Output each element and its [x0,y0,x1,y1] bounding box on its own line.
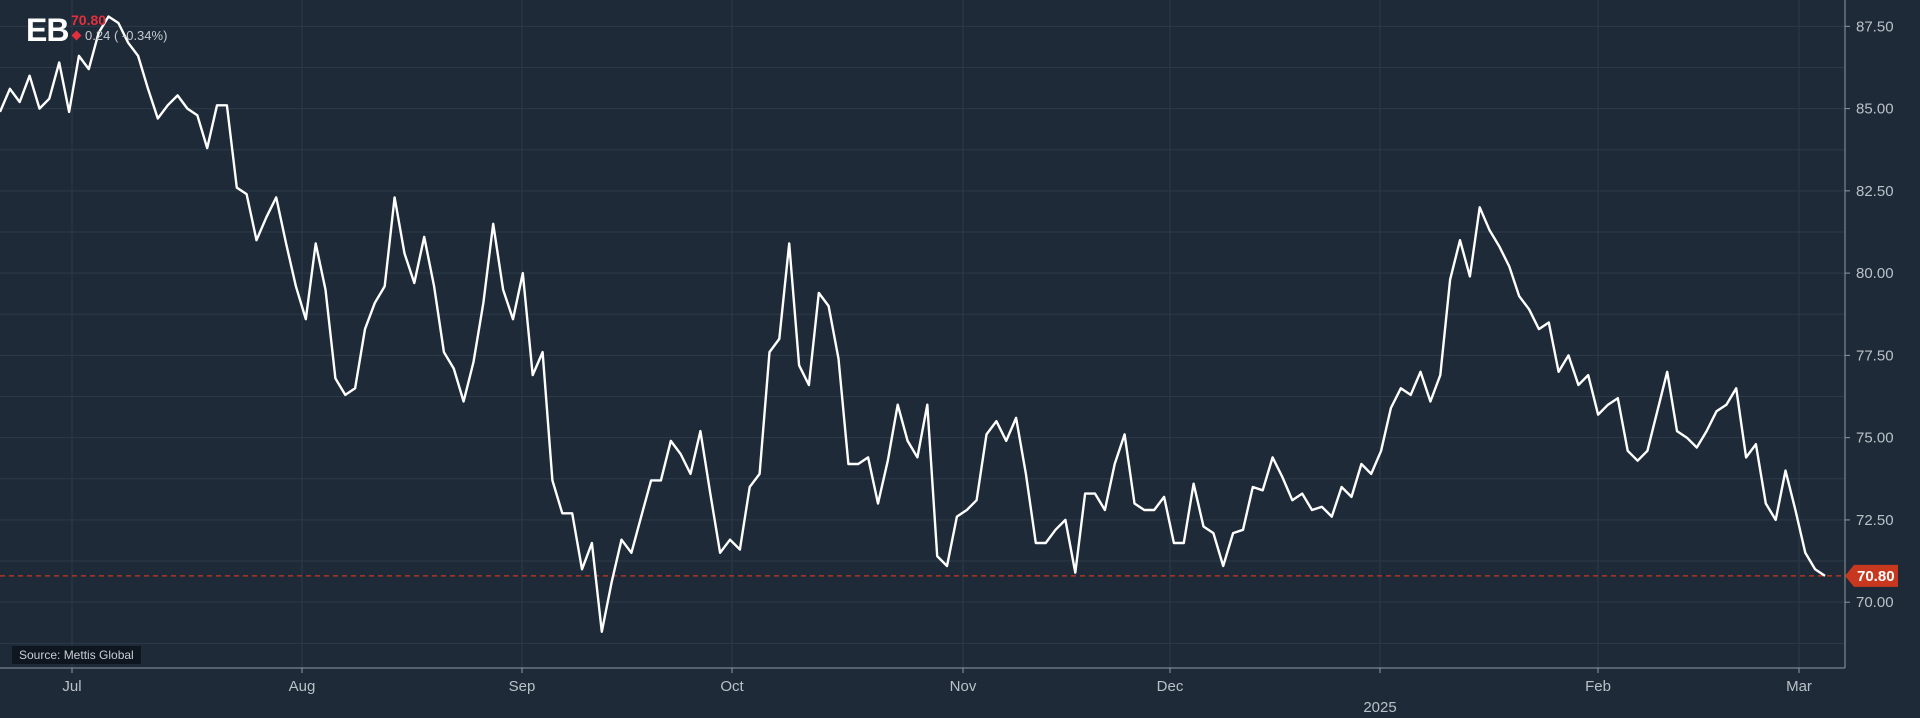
last-price: 70.80 [71,12,107,28]
x-tick-label: Jul [62,678,81,695]
down-diamond-icon [71,30,82,41]
y-tick-label: 80.00 [1856,265,1894,282]
price-tag-label: 70.80 [1857,568,1895,585]
source-label: Source: Mettis Global [12,646,141,664]
price-change: 0.24 ( -0.34%) [71,28,167,43]
y-tick-label: 85.00 [1856,101,1894,118]
x-tick-label: Mar [1786,678,1812,695]
price-tag-shape [1845,564,1898,587]
x-tick-label: Nov [950,678,977,695]
x-axis-ticks: Jul Aug Sep Oct Nov Dec Feb Mar 2025 [62,668,1812,716]
x-tick-label: Dec [1157,678,1184,695]
x-tick-label: Oct [720,678,744,695]
y-tick-label: 82.50 [1856,183,1894,200]
y-tick-label: 72.50 [1856,512,1894,529]
x-tick-label: Sep [509,678,536,695]
change-percent: ( -0.34%) [113,28,168,43]
x-year-label: 2025 [1363,699,1396,716]
y-tick-label: 77.50 [1856,347,1894,364]
axes [0,0,1846,669]
gridlines [0,0,1845,668]
x-tick-label: Feb [1585,678,1611,695]
y-axis-ticks: 70.00 72.50 75.00 77.50 80.00 82.50 85.00 87.50 [1845,18,1894,611]
price-series-line [0,15,1826,633]
y-tick-label: 75.00 [1856,430,1894,447]
y-tick-label: 70.00 [1856,594,1894,611]
change-value: 0.24 [85,28,111,43]
ticker-symbol: EB [26,12,69,48]
x-tick-label: Aug [289,678,316,695]
y-tick-label: 87.50 [1856,18,1894,35]
price-tag: 70.80 [1845,564,1898,587]
